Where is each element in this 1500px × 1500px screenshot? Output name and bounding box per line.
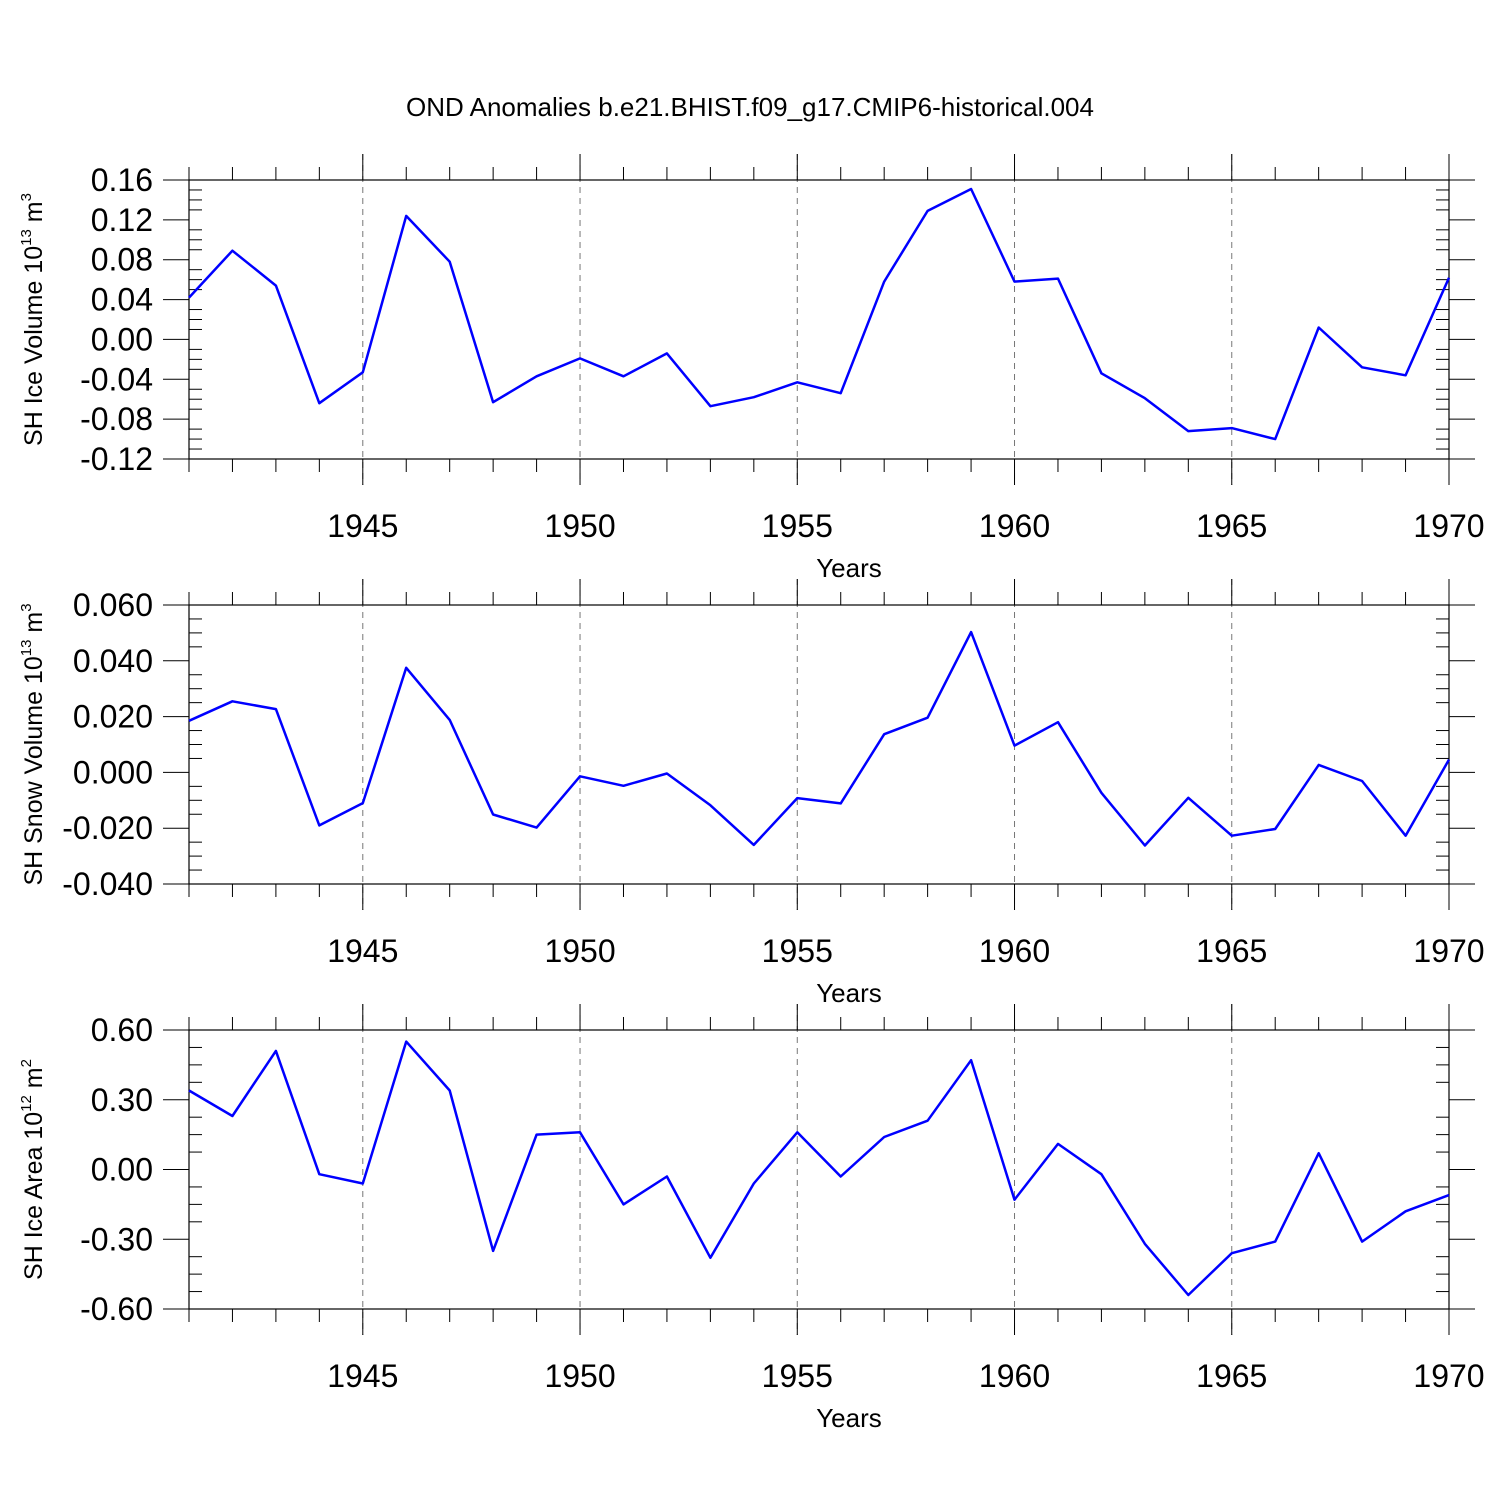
y-tick-label: -0.08 <box>80 401 153 437</box>
x-tick-label: 1965 <box>1196 1358 1267 1394</box>
y-axis-label: SH Ice Area 1012 m2 <box>18 1059 48 1280</box>
y-tick-label: 0.000 <box>73 754 153 790</box>
y-tick-label: 0.12 <box>91 202 153 238</box>
y-tick-label: 0.020 <box>73 699 153 735</box>
y-tick-label: -0.020 <box>62 810 153 846</box>
x-axis-label: Years <box>816 1403 882 1433</box>
x-tick-label: 1945 <box>327 508 398 544</box>
y-axis-label: SH Ice Volume 1013 m3 <box>18 193 48 446</box>
chart-panel-1: -0.12 -0.08 -0.04 0.000.04 0.08 0.12 0.16 1945 1… <box>18 154 1485 583</box>
plot-frame <box>188 604 1450 885</box>
y-tick-label: -0.30 <box>80 1221 153 1257</box>
y-tick-label: 0.16 <box>91 162 153 198</box>
x-tick-label: 1965 <box>1196 508 1267 544</box>
y-tick-label: -0.60 <box>80 1291 153 1327</box>
y-tick-label: 0.30 <box>91 1082 153 1118</box>
x-tick-label: 1955 <box>762 1358 833 1394</box>
y-tick-label: 0.040 <box>73 643 153 679</box>
y-tick-label: 0.00 <box>91 321 153 357</box>
series-line <box>188 1040 1450 1297</box>
x-axis-label: Years <box>816 978 882 1008</box>
y-tick-label: -0.12 <box>80 441 153 477</box>
x-tick-label: 1950 <box>544 933 615 969</box>
y-tick-label: 0.060 <box>73 587 153 623</box>
x-tick-label: 1950 <box>544 508 615 544</box>
y-tick-label: 0.08 <box>91 242 153 278</box>
x-tick-label: 1970 <box>1413 933 1484 969</box>
x-tick-label: 1960 <box>979 1358 1050 1394</box>
series-line <box>188 630 1451 847</box>
x-tick-label: 1965 <box>1196 933 1267 969</box>
y-tick-label: -0.040 <box>62 866 153 902</box>
x-axis-label: Years <box>816 553 882 583</box>
x-tick-label: 1960 <box>979 933 1050 969</box>
x-tick-label: 1970 <box>1413 508 1484 544</box>
x-tick-label: 1950 <box>544 1358 615 1394</box>
plot-frame <box>188 1029 1450 1310</box>
y-tick-label: 0.00 <box>91 1152 153 1188</box>
chart-panel-2: -0.040 -0.020 0.000 0.020 0.040 0.060 1945 1950… <box>18 579 1485 1008</box>
x-tick-label: 1945 <box>327 933 398 969</box>
y-tick-label: -0.04 <box>80 361 153 397</box>
y-tick-label: 0.60 <box>91 1012 153 1048</box>
y-axis-label: SH Snow Volume 1013 m3 <box>18 603 48 885</box>
x-tick-label: 1970 <box>1413 1358 1484 1394</box>
chart-panel-3: -0.60 -0.30 0.00 0.30 0.60 1945 1950 1955 1960 19… <box>18 1004 1485 1433</box>
series-line <box>188 187 1451 441</box>
x-tick-label: 1955 <box>762 508 833 544</box>
x-tick-label: 1955 <box>762 933 833 969</box>
figure-title: OND Anomalies b.e21.BHIST.f09_g17.CMIP6-… <box>406 92 1094 122</box>
x-tick-label: 1945 <box>327 1358 398 1394</box>
plot-frame <box>188 179 1450 460</box>
x-tick-label: 1960 <box>979 508 1050 544</box>
y-tick-label: 0.04 <box>91 282 153 318</box>
